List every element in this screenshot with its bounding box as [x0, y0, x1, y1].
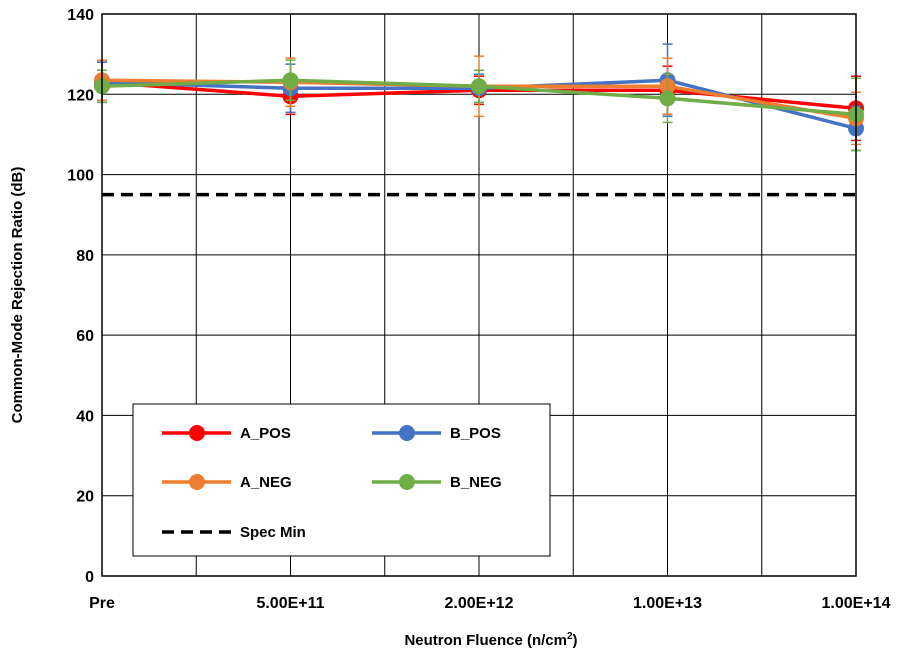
y-tick-label: 40: [76, 408, 94, 425]
x-axis-title-superscript: 2: [567, 631, 573, 642]
legend-marker: [399, 425, 415, 441]
legend-label: A_POS: [240, 425, 291, 442]
y-tick-label: 0: [85, 569, 94, 586]
legend-item-spec-min: Spec Min: [162, 524, 306, 541]
legend-marker: [189, 425, 205, 441]
y-axis-title: Common-Mode Rejection Ratio (dB): [9, 167, 26, 424]
legend: A_POS B_POS A_NEG B_NEG Spec Min: [132, 403, 551, 557]
legend-label: Spec Min: [240, 524, 306, 541]
legend-marker: [189, 474, 205, 490]
legend-label: A_NEG: [240, 474, 292, 491]
x-tick-label: 1.00E+14: [822, 595, 891, 612]
x-tick-label: 2.00E+12: [445, 595, 514, 612]
x-axis-title-tail: ): [573, 632, 578, 649]
y-tick-label: 100: [67, 168, 94, 185]
series-layer: [94, 43, 864, 152]
data-point: [471, 78, 487, 95]
plot-area-border: [101, 13, 857, 577]
y-tick-label: 140: [67, 7, 94, 24]
y-tick-label: 60: [76, 328, 94, 345]
data-point: [282, 72, 299, 89]
x-axis-title-main: Neutron Fluence (n/cm: [404, 632, 567, 649]
legend-items: A_POS B_POS A_NEG B_NEG Spec Min: [162, 425, 502, 541]
legend-label: B_NEG: [450, 474, 502, 491]
legend-item-a-pos: A_POS: [162, 425, 291, 442]
x-tick-label: 5.00E+11: [256, 595, 324, 612]
legend-item-b-neg: B_NEG: [372, 474, 502, 491]
legend-label: B_POS: [450, 425, 501, 442]
x-axis-title: Neutron Fluence (n/cm2): [404, 631, 577, 649]
legend-item-b-pos: B_POS: [372, 425, 501, 442]
x-tick-label: 1.00E+13: [633, 595, 702, 612]
y-tick-label: 80: [76, 248, 94, 265]
legend-item-a-neg: A_NEG: [162, 474, 292, 491]
y-tick-label: 120: [67, 87, 94, 104]
y-tick-label: 20: [76, 489, 94, 506]
data-point: [659, 90, 676, 107]
y-tick-labels: 0 20 40 60 80 100 120 140: [67, 7, 94, 586]
x-tick-label: Pre: [89, 595, 115, 612]
legend-marker: [399, 474, 415, 490]
x-tick-labels: Pre 5.00E+11 2.00E+12 1.00E+13 1.00E+14: [89, 595, 890, 612]
